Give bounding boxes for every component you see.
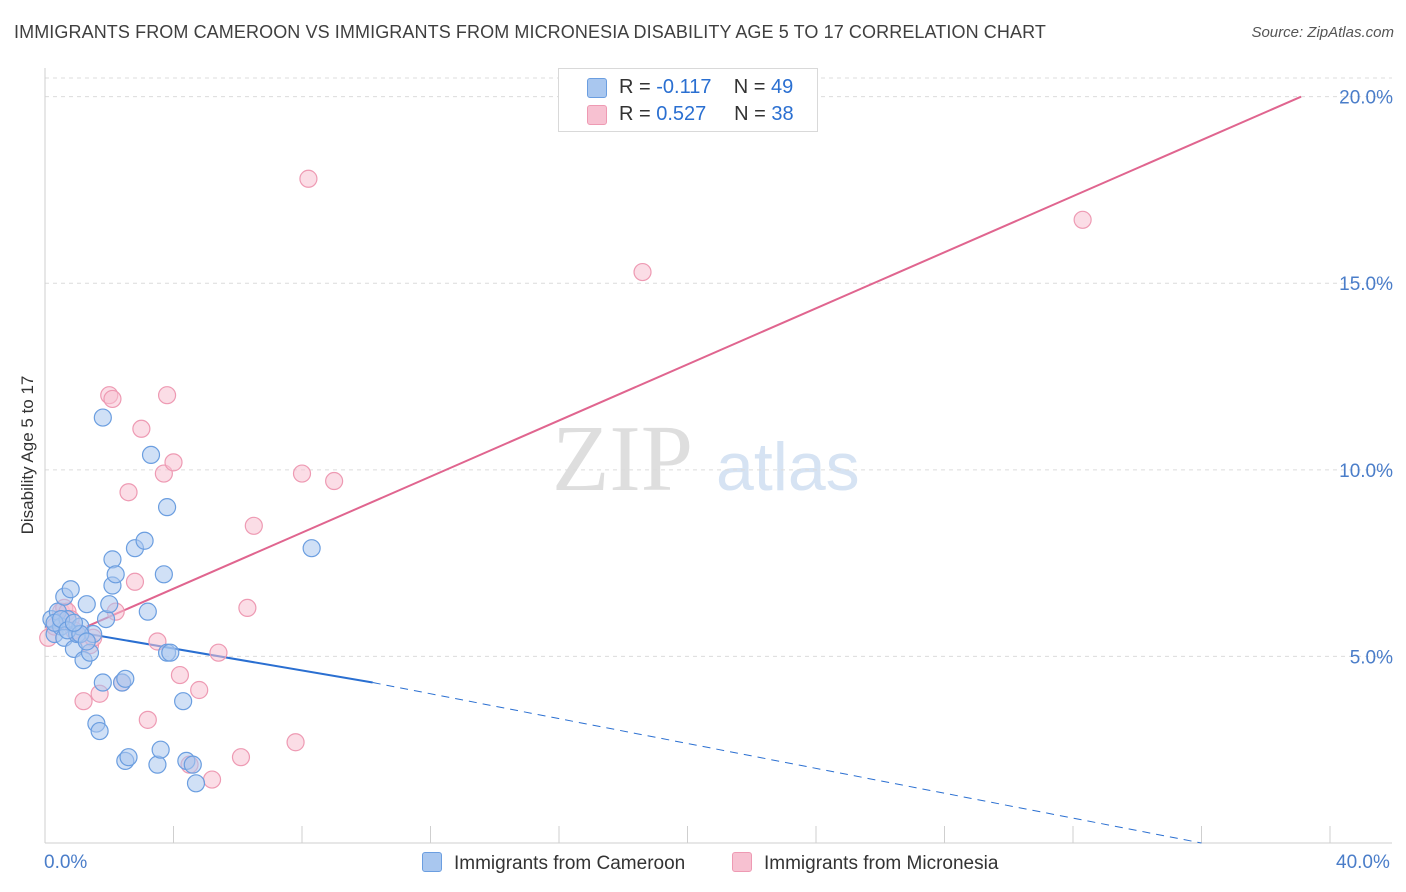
cameroon-point [93, 673, 112, 692]
micronesia-point [164, 453, 183, 472]
cameroon-point [174, 692, 193, 711]
r-label: R = [619, 76, 651, 98]
cameroon-point [93, 408, 112, 427]
micronesia-point [74, 692, 93, 711]
cameroon-point [302, 539, 321, 558]
cameroon-legend-label: Immigrants from Cameroon [454, 853, 686, 874]
source-credit: Source: ZipAtlas.com [1251, 24, 1394, 41]
micronesia-point [157, 386, 177, 405]
y-tick-label: 10.0% [1339, 461, 1393, 482]
watermark-zip: ZIP [552, 407, 693, 511]
cameroon-point [90, 721, 109, 741]
cameroon-point [157, 498, 177, 517]
data-points [39, 169, 1092, 793]
cameroon-point [64, 613, 84, 632]
legend-item-micronesia[interactable]: Immigrants from Micronesia [732, 852, 998, 875]
micronesia-point [202, 770, 222, 789]
cameroon-point [141, 445, 161, 465]
micronesia-swatch [587, 105, 607, 125]
y-tick-labels: 5.0% 10.0% 15.0% 20.0% [1339, 88, 1393, 669]
micronesia-point [244, 516, 263, 535]
watermark-atlas: atlas [716, 429, 860, 505]
cameroon-point [138, 602, 157, 621]
cameroon-point [77, 595, 96, 614]
cameroon-point [183, 755, 202, 774]
cameroon-point [96, 609, 116, 629]
micronesia-point [125, 572, 145, 591]
micronesia-point [138, 710, 157, 729]
chart-title: IMMIGRANTS FROM CAMEROON VS IMMIGRANTS F… [14, 22, 1046, 42]
cameroon-point [106, 565, 125, 584]
cameroon-legend-swatch [422, 852, 442, 872]
micronesia-point [292, 464, 312, 483]
micronesia-n-value: 38 [771, 103, 794, 125]
n-label: N = [733, 76, 766, 98]
cameroon-point [103, 550, 122, 569]
x-tick-max: 40.0% [1336, 852, 1390, 873]
micronesia-point [103, 389, 122, 409]
micronesia-trend-line [86, 95, 1302, 628]
cameroon-point [161, 643, 180, 662]
cameroon-n-value: 49 [770, 76, 794, 98]
micronesia-point [286, 733, 305, 752]
cameroon-point [186, 774, 206, 793]
micronesia-legend-swatch [732, 852, 752, 872]
y-tick-label: 20.0% [1339, 88, 1393, 109]
cameroon-point [154, 565, 173, 584]
cameroon-point [100, 595, 119, 614]
micronesia-point [132, 419, 151, 438]
micronesia-legend-label: Immigrants from Micronesia [764, 853, 999, 874]
cameroon-point [61, 580, 80, 599]
micronesia-r-value: 0.527 [656, 103, 707, 125]
r-label: R = [619, 103, 651, 125]
cameroon-point [77, 632, 96, 651]
y-tick-label: 15.0% [1339, 274, 1393, 295]
y-tick-label: 5.0% [1350, 647, 1393, 668]
gridlines [45, 77, 1392, 657]
cameroon-point [148, 755, 167, 774]
micronesia-point [170, 665, 190, 685]
x-tick-min: 0.0% [44, 852, 88, 873]
cameroon-point [135, 531, 154, 550]
cameroon-trend-extension [372, 682, 1202, 844]
n-label: N = [734, 103, 766, 125]
axes [44, 68, 1392, 844]
cameroon-swatch [587, 78, 607, 98]
cameroon-point [119, 748, 138, 767]
correlation-legend: R = -0.117 N = 49 R = 0.527 N = 38 [558, 68, 818, 132]
legend-item-cameroon[interactable]: Immigrants from Cameroon [422, 852, 685, 875]
micronesia-point [190, 680, 209, 700]
cameroon-r-value: -0.117 [656, 76, 712, 98]
micronesia-point [119, 483, 138, 502]
micronesia-point [231, 748, 251, 767]
cameroon-point [116, 669, 135, 688]
micronesia-point [633, 262, 652, 282]
micronesia-point [238, 598, 257, 618]
micronesia-point [1073, 210, 1092, 229]
cameroon-point [151, 740, 170, 759]
micronesia-point [299, 169, 318, 188]
micronesia-point [325, 471, 344, 491]
micronesia-point [209, 643, 228, 662]
